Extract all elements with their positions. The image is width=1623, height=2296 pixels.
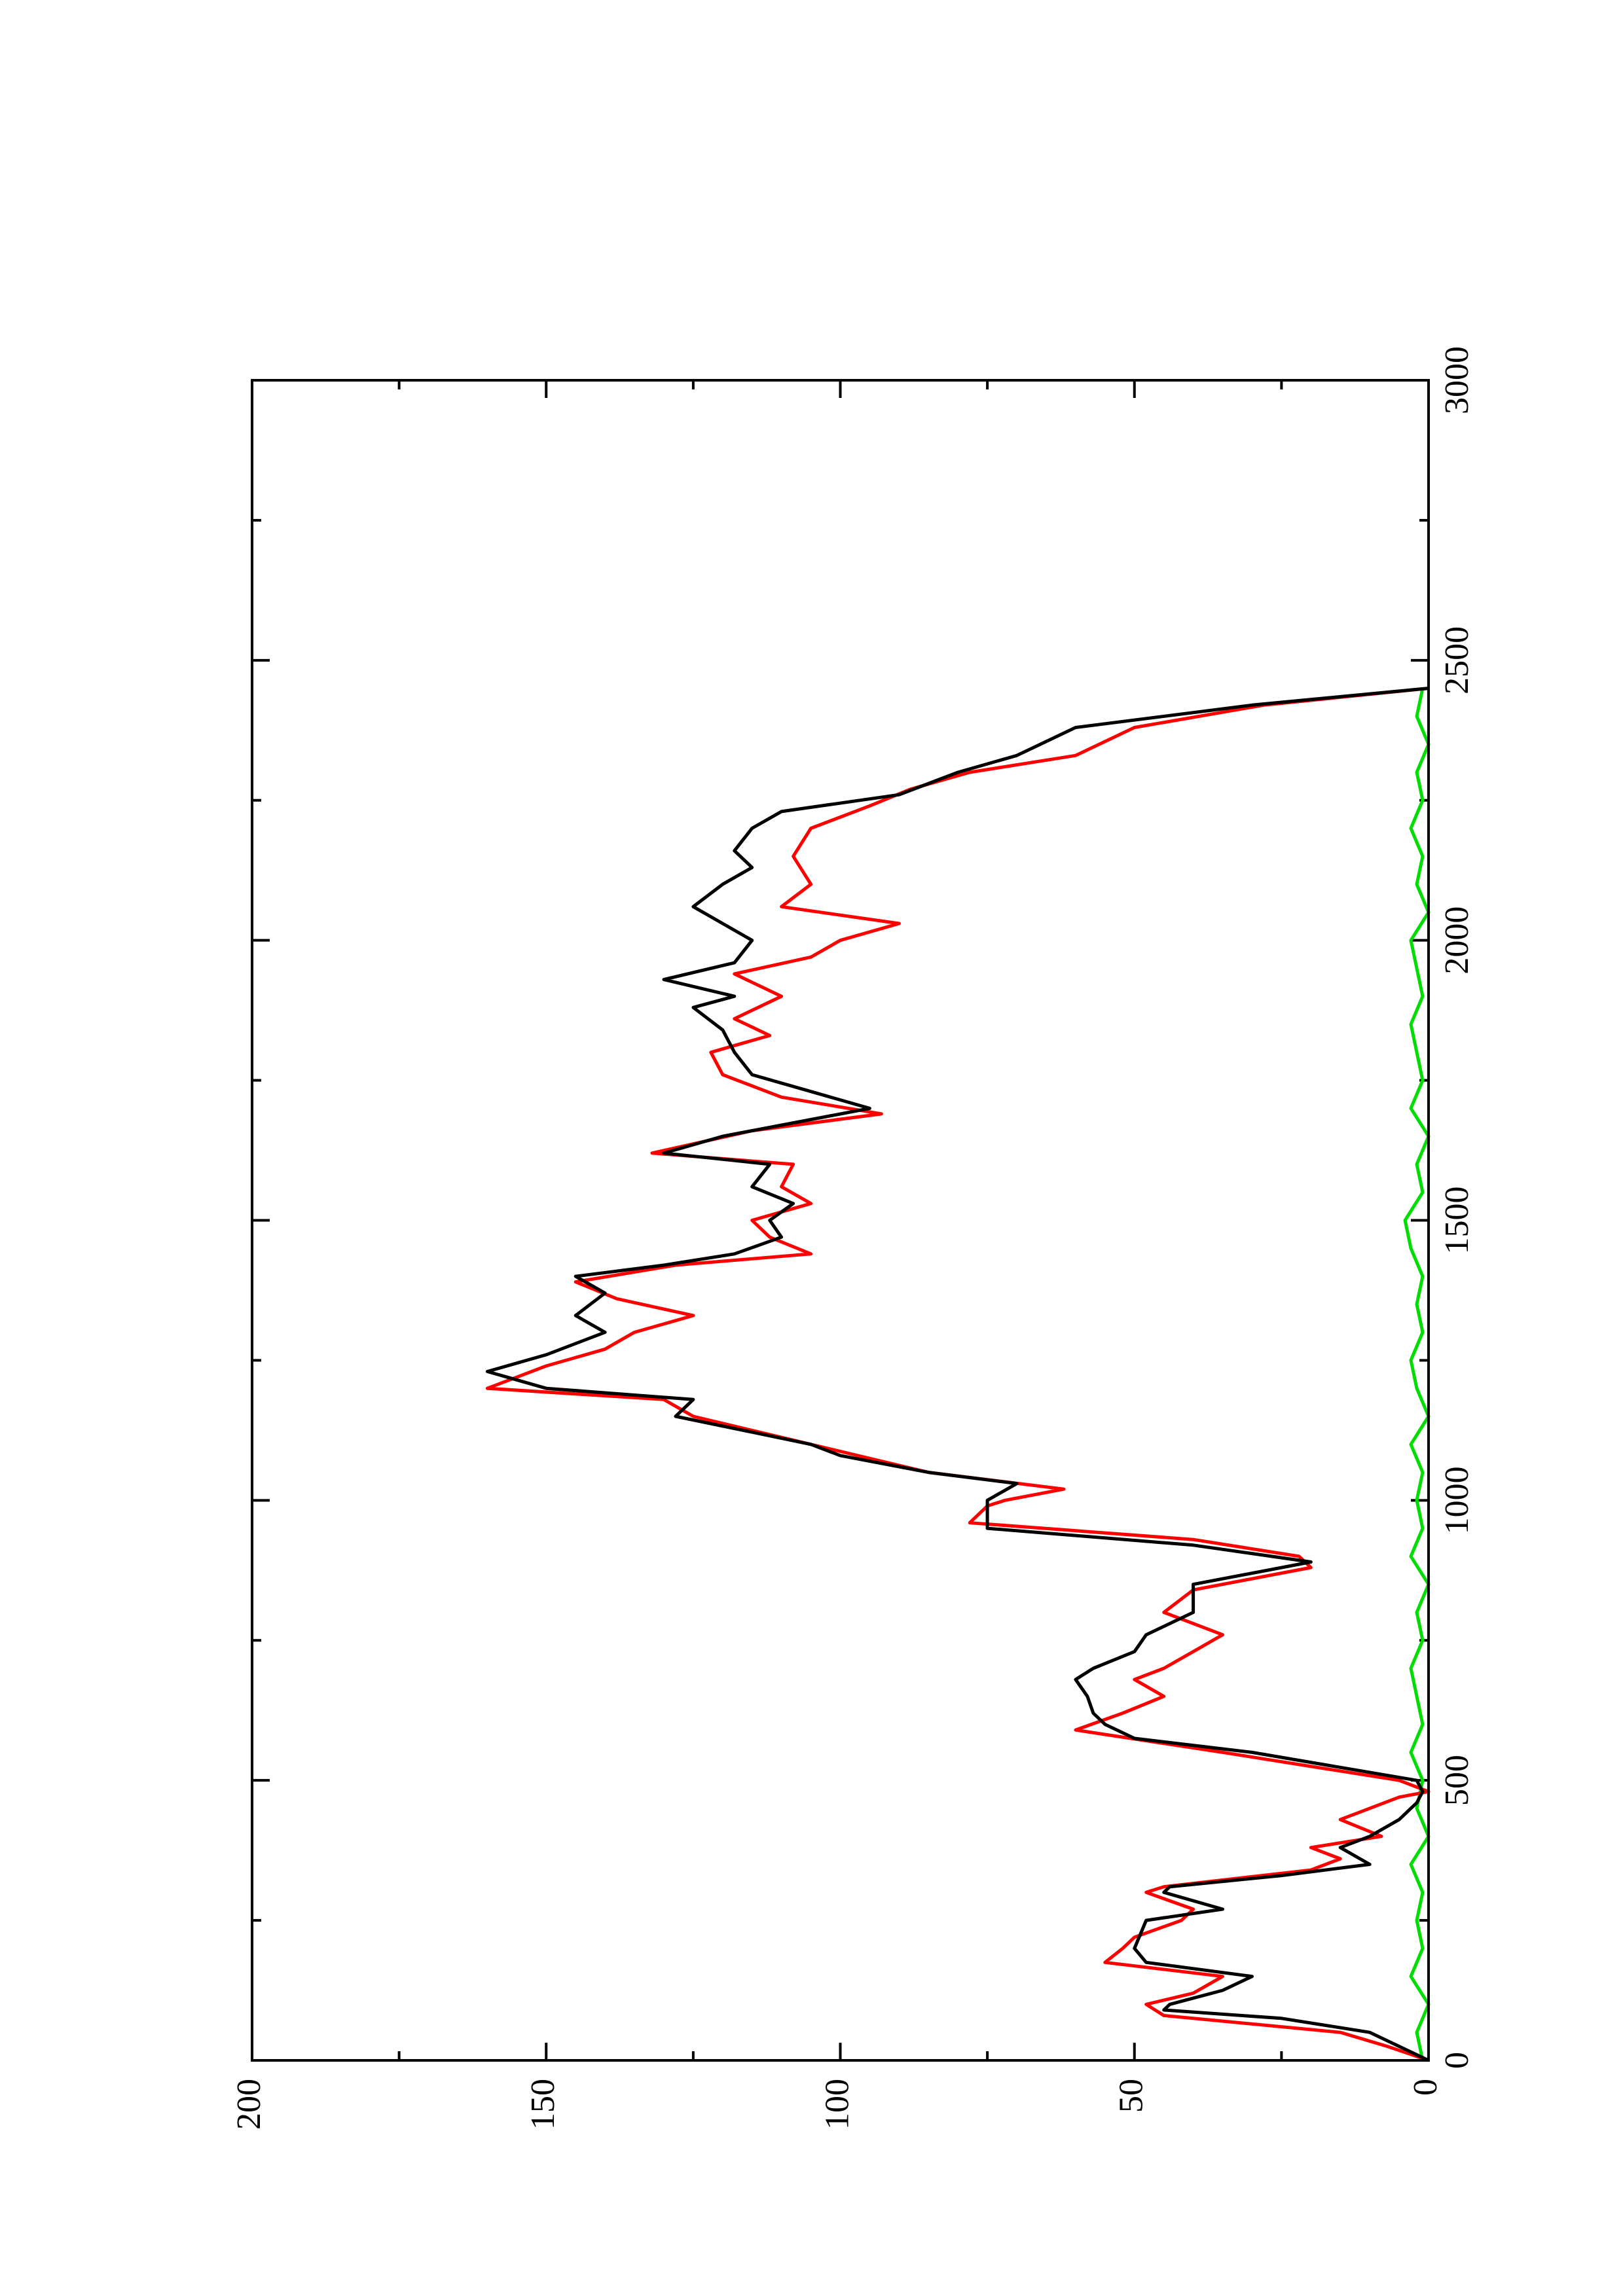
series-line: [485, 687, 1430, 2062]
x-tick-label: 500: [1438, 1755, 1476, 1806]
x-tick-label: 2500: [1438, 626, 1476, 694]
y-tick-label: 150: [524, 2079, 562, 2130]
x-tick-label: 0: [1438, 2052, 1476, 2069]
plot-area: 0 500 1000 1500 2000 2500 3000 0 50 100 150 200: [230, 346, 1476, 2130]
x-tick-label: 2000: [1438, 906, 1476, 975]
x-tick-label: 1500: [1438, 1187, 1476, 1255]
y-tick-label: 0: [1407, 2079, 1444, 2096]
series-line: [485, 687, 1431, 2062]
x-tick-label: 3000: [1438, 346, 1476, 414]
series-line: [1403, 688, 1431, 2061]
y-tick-label: 50: [1113, 2079, 1150, 2113]
plot-frame: [251, 379, 1430, 2062]
y-tick-label: 200: [230, 2079, 268, 2130]
x-tick-label: 1000: [1438, 1466, 1476, 1534]
y-tick-label: 100: [818, 2079, 856, 2130]
